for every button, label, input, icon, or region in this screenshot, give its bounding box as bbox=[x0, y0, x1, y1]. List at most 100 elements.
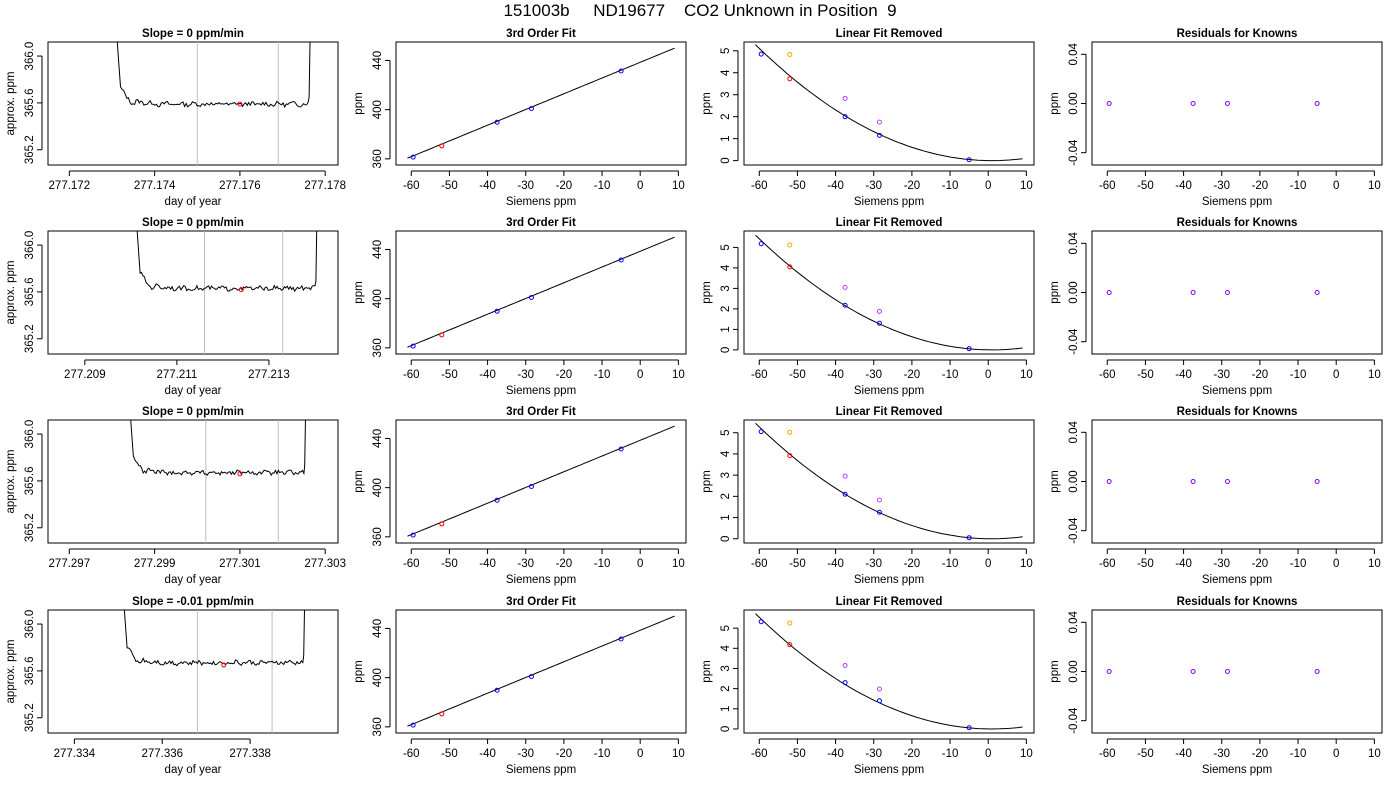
unknown-point bbox=[439, 521, 445, 527]
ppm-trace bbox=[123, 610, 305, 667]
x-tick-label: -20 bbox=[556, 369, 573, 381]
y-tick-label: 400 bbox=[372, 478, 384, 497]
residual-point bbox=[1314, 290, 1320, 295]
known-point bbox=[966, 157, 972, 163]
y-tick-label: 440 bbox=[372, 240, 384, 259]
y-tick-label: 3 bbox=[720, 92, 732, 98]
y-tick-label: 0.00 bbox=[1068, 470, 1080, 492]
y-tick-label: 3 bbox=[720, 472, 732, 478]
residual-point bbox=[1106, 479, 1112, 484]
y-axis-label: ppm bbox=[1049, 281, 1061, 303]
y-axis-label: ppm bbox=[701, 470, 713, 492]
residual-point bbox=[1224, 669, 1230, 674]
residual-point bbox=[1314, 101, 1320, 106]
x-axis-label: Siemens ppm bbox=[854, 574, 924, 586]
x-axis-label: Siemens ppm bbox=[854, 196, 924, 208]
x-tick-label: -50 bbox=[1137, 748, 1154, 760]
x-tick-label: -10 bbox=[942, 748, 959, 760]
x-tick-label: -30 bbox=[1213, 748, 1230, 760]
y-axis-label: ppm bbox=[353, 281, 365, 303]
plot-frame bbox=[395, 419, 687, 544]
plot-area bbox=[407, 615, 675, 728]
unknown-point bbox=[439, 332, 445, 338]
y-tick-label: 365.2 bbox=[24, 513, 36, 542]
x-tick-label: 10 bbox=[1368, 369, 1381, 381]
y-tick-label: 3 bbox=[720, 665, 732, 671]
x-tick-label: -60 bbox=[1099, 558, 1116, 570]
plot-area bbox=[123, 610, 305, 733]
y-tick-label: -0.04 bbox=[1068, 707, 1080, 734]
x-axis-label: Siemens ppm bbox=[506, 574, 576, 586]
x-tick-label: -40 bbox=[1175, 180, 1192, 192]
known-point bbox=[618, 446, 624, 452]
x-axis-label: day of year bbox=[165, 196, 222, 208]
x-tick-label: -10 bbox=[594, 369, 611, 381]
known-point bbox=[758, 241, 764, 247]
y-tick-label: 4 bbox=[720, 264, 732, 271]
x-tick-label: -50 bbox=[441, 558, 458, 570]
y-tick-label: 1 bbox=[720, 135, 732, 141]
x-tick-label: 10 bbox=[1020, 369, 1033, 381]
panel-1-3: Linear Fit Removed-60 -50 -40 -30 -20 -10 0 10S… bbox=[701, 28, 1035, 208]
y-tick-label: 360 bbox=[372, 338, 384, 357]
x-tick-label: -50 bbox=[441, 180, 458, 192]
panel-title: 3rd Order Fit bbox=[506, 596, 576, 608]
x-tick-label: -20 bbox=[1252, 558, 1269, 570]
known-point bbox=[410, 722, 416, 728]
known-point bbox=[876, 698, 882, 704]
y-tick-label: 0 bbox=[720, 536, 732, 542]
panel-4-1: Slope = -0.01 ppm/min 277.334 277.336 277.3… bbox=[5, 596, 339, 776]
residual-point bbox=[1190, 101, 1196, 106]
x-tick-label: -40 bbox=[479, 558, 496, 570]
residual-point bbox=[1314, 669, 1320, 674]
plot-frame bbox=[395, 609, 687, 734]
ppm-trace bbox=[136, 231, 318, 293]
x-tick-label: 10 bbox=[672, 748, 685, 760]
panel-title: Linear Fit Removed bbox=[836, 406, 943, 418]
plot-frame bbox=[47, 609, 339, 734]
x-axis-label: day of year bbox=[165, 764, 222, 776]
x-axis-label: Siemens ppm bbox=[1202, 574, 1272, 586]
y-tick-label: 366.0 bbox=[24, 42, 36, 71]
plot-area bbox=[1106, 669, 1320, 674]
x-tick-label: -60 bbox=[1099, 369, 1116, 381]
x-tick-label: -50 bbox=[441, 748, 458, 760]
panel-title: Residuals for Knowns bbox=[1177, 406, 1298, 418]
x-tick-label: 10 bbox=[672, 558, 685, 570]
fit-curve bbox=[755, 613, 1023, 730]
fit-curve bbox=[407, 47, 675, 159]
y-axis-label: ppm bbox=[1049, 92, 1061, 114]
panel-1-1: Slope = 0 ppm/min 277.172 277.174 277.176 27… bbox=[5, 28, 346, 208]
y-axis-label: ppm bbox=[1049, 660, 1061, 682]
y-tick-label: 365.6 bbox=[24, 467, 36, 496]
x-tick-label: 0 bbox=[1333, 558, 1339, 570]
y-axis-label: ppm bbox=[701, 660, 713, 682]
y-tick-label: 365.2 bbox=[24, 703, 36, 732]
residual-point bbox=[1106, 669, 1112, 674]
x-tick-label: -20 bbox=[1252, 180, 1269, 192]
x-tick-label: -10 bbox=[1290, 748, 1307, 760]
x-tick-label: -40 bbox=[827, 558, 844, 570]
orange-point bbox=[787, 52, 793, 58]
x-tick-label: -30 bbox=[865, 748, 882, 760]
known-point bbox=[842, 680, 848, 686]
x-tick-label: 0 bbox=[637, 180, 643, 192]
x-tick-label: -30 bbox=[517, 369, 534, 381]
fit-curve bbox=[407, 425, 675, 537]
x-tick-label: 0 bbox=[1333, 180, 1339, 192]
magenta-point bbox=[876, 497, 882, 503]
known-point bbox=[758, 429, 764, 435]
y-tick-label: 2 bbox=[720, 306, 732, 312]
y-axis-label: approx. ppm bbox=[5, 72, 17, 136]
x-tick-label: 0 bbox=[985, 369, 991, 381]
x-tick-label: 0 bbox=[1333, 369, 1339, 381]
x-tick-label: -40 bbox=[1175, 558, 1192, 570]
known-point bbox=[494, 119, 500, 125]
x-tick-label: -20 bbox=[904, 748, 921, 760]
y-tick-label: 365.6 bbox=[24, 657, 36, 686]
y-tick-label: 5 bbox=[720, 625, 732, 631]
y-tick-label: 365.2 bbox=[24, 324, 36, 353]
x-axis-label: Siemens ppm bbox=[1202, 196, 1272, 208]
plot-area bbox=[136, 231, 318, 354]
plot-frame bbox=[743, 230, 1035, 355]
